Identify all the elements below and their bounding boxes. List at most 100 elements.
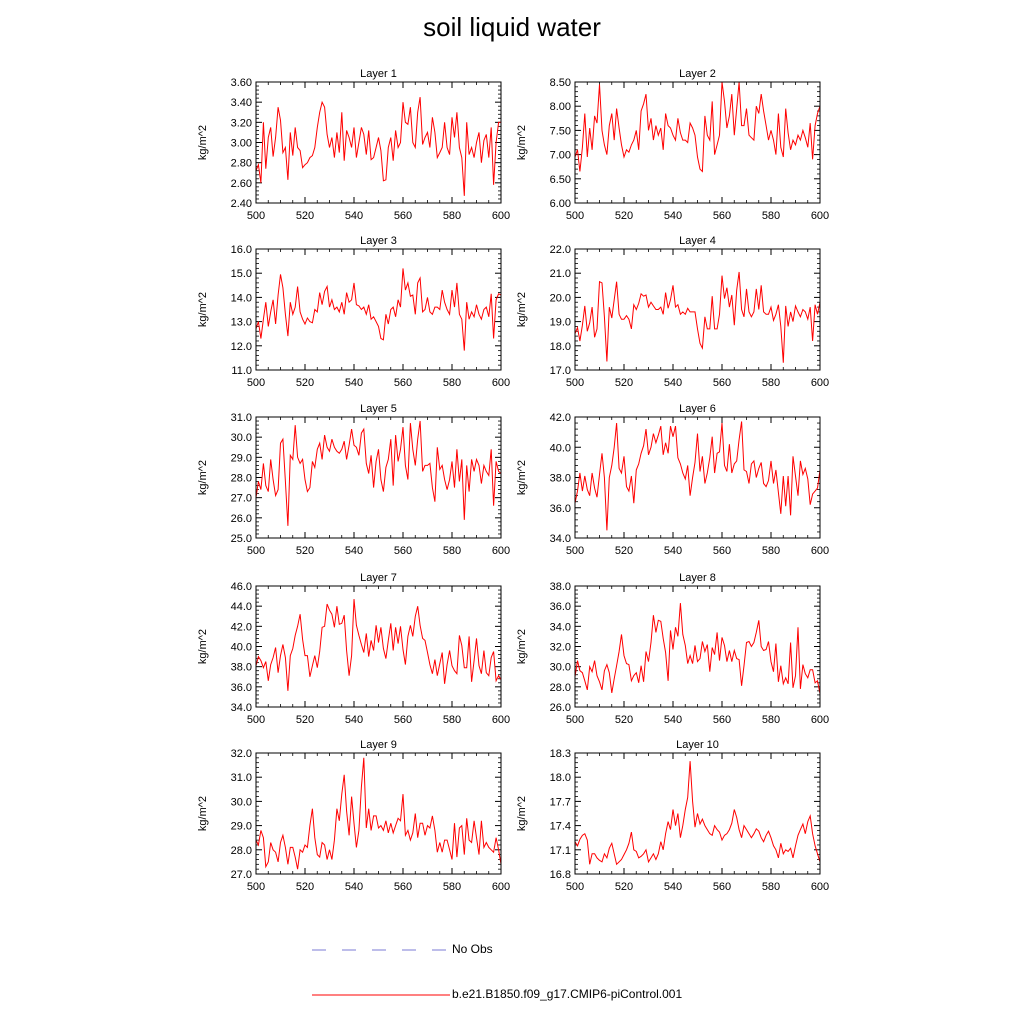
y-tick-label: 6.50 bbox=[550, 174, 571, 186]
x-tick-label: 500 bbox=[566, 881, 584, 893]
x-tick-label: 580 bbox=[762, 545, 780, 557]
panel-title: Layer 9 bbox=[360, 739, 397, 751]
panel-layer-5: Layer 5 kg/m^2 25.0 26.0 27.0 28.0 29.0 30.0 31.… bbox=[197, 403, 510, 557]
y-tick-label: 29.0 bbox=[231, 821, 252, 833]
x-tick-label: 560 bbox=[394, 545, 412, 557]
x-tick-label: 500 bbox=[566, 210, 584, 222]
plot-frame bbox=[255, 416, 502, 539]
x-tick-label: 500 bbox=[566, 377, 584, 389]
x-tick-label: 580 bbox=[443, 881, 461, 893]
x-tick-label: 580 bbox=[443, 545, 461, 557]
y-tick-label: 13.0 bbox=[231, 317, 252, 329]
y-tick-label: 20.0 bbox=[550, 292, 571, 304]
series-line bbox=[255, 268, 502, 351]
series-line bbox=[255, 420, 502, 526]
y-tick-label: 38.0 bbox=[231, 662, 252, 674]
series-line bbox=[255, 757, 502, 870]
x-tick-label: 600 bbox=[492, 714, 510, 726]
panel-layer-7: Layer 7 kg/m^2 34.0 36.0 38.0 40.0 42.0 44.0 46.… bbox=[197, 572, 510, 726]
x-tick-label: 520 bbox=[615, 714, 633, 726]
y-tick-label: 2.80 bbox=[231, 158, 252, 170]
panel-layer-2: Layer 2 kg/m^2 6.00 6.50 7.00 7.50 8.00 8.50 500… bbox=[516, 68, 829, 222]
y-axis-label: kg/m^2 bbox=[197, 460, 209, 495]
y-axis-label: kg/m^2 bbox=[197, 629, 209, 664]
y-tick-label: 26.0 bbox=[550, 702, 571, 714]
x-tick-label: 560 bbox=[713, 545, 731, 557]
y-tick-label: 3.00 bbox=[231, 138, 252, 150]
x-tick-label: 580 bbox=[443, 210, 461, 222]
y-tick-label: 17.0 bbox=[550, 365, 571, 377]
y-tick-label: 25.0 bbox=[231, 533, 252, 545]
figure-title: soil liquid water bbox=[423, 12, 601, 42]
x-tick-label: 540 bbox=[345, 714, 363, 726]
y-axis-label: kg/m^2 bbox=[197, 292, 209, 327]
x-tick-label: 540 bbox=[345, 881, 363, 893]
plot-frame bbox=[574, 416, 821, 539]
plot-frame bbox=[255, 752, 502, 875]
panel-title: Layer 3 bbox=[360, 235, 397, 247]
y-tick-label: 42.0 bbox=[231, 621, 252, 633]
x-tick-label: 600 bbox=[811, 545, 829, 557]
x-tick-label: 540 bbox=[664, 545, 682, 557]
y-axis-label: kg/m^2 bbox=[516, 292, 528, 327]
y-axis-label: kg/m^2 bbox=[516, 125, 528, 160]
x-tick-label: 520 bbox=[296, 714, 314, 726]
panel-title: Layer 5 bbox=[360, 403, 397, 415]
plot-frame bbox=[255, 81, 502, 204]
x-tick-label: 560 bbox=[394, 210, 412, 222]
y-tick-label: 2.60 bbox=[231, 178, 252, 190]
plot-frame bbox=[574, 752, 821, 875]
x-tick-label: 560 bbox=[394, 881, 412, 893]
y-tick-label: 2.40 bbox=[231, 198, 252, 210]
x-tick-label: 580 bbox=[443, 714, 461, 726]
y-tick-label: 46.0 bbox=[231, 581, 252, 593]
x-tick-label: 520 bbox=[296, 881, 314, 893]
y-tick-label: 11.0 bbox=[231, 365, 252, 377]
y-tick-label: 15.0 bbox=[231, 268, 252, 280]
x-tick-label: 500 bbox=[247, 714, 265, 726]
panel-layer-9: Layer 9 kg/m^2 27.0 28.0 29.0 30.0 31.0 32.0 500… bbox=[197, 739, 510, 893]
y-tick-label: 36.0 bbox=[550, 503, 571, 515]
y-tick-label: 16.8 bbox=[550, 869, 571, 881]
y-tick-label: 28.0 bbox=[550, 682, 571, 694]
y-tick-label: 30.0 bbox=[231, 796, 252, 808]
panel-layer-8: Layer 8 kg/m^2 26.0 28.0 30.0 32.0 34.0 36.0 38.… bbox=[516, 572, 829, 726]
y-tick-label: 34.0 bbox=[550, 533, 571, 545]
series-line bbox=[574, 81, 821, 173]
series-line bbox=[255, 599, 502, 691]
series-line bbox=[255, 97, 501, 196]
x-tick-label: 540 bbox=[664, 210, 682, 222]
x-tick-label: 560 bbox=[713, 714, 731, 726]
x-tick-label: 520 bbox=[615, 881, 633, 893]
plot-frame bbox=[255, 585, 502, 708]
y-tick-label: 3.40 bbox=[231, 97, 252, 109]
y-tick-label: 28.0 bbox=[231, 845, 252, 857]
y-tick-label: 18.0 bbox=[550, 772, 571, 784]
y-tick-label: 34.0 bbox=[231, 702, 252, 714]
y-tick-label: 38.0 bbox=[550, 473, 571, 485]
panel-title: Layer 1 bbox=[360, 68, 397, 80]
x-tick-label: 580 bbox=[443, 377, 461, 389]
y-tick-label: 27.0 bbox=[231, 493, 252, 505]
y-tick-label: 14.0 bbox=[231, 292, 252, 304]
y-tick-label: 36.0 bbox=[550, 601, 571, 613]
y-tick-label: 31.0 bbox=[231, 772, 252, 784]
series-line bbox=[574, 761, 821, 866]
x-tick-label: 560 bbox=[394, 714, 412, 726]
y-axis-label: kg/m^2 bbox=[516, 796, 528, 831]
x-tick-label: 520 bbox=[615, 377, 633, 389]
x-tick-label: 540 bbox=[345, 377, 363, 389]
y-tick-label: 6.00 bbox=[550, 198, 571, 210]
y-tick-label: 34.0 bbox=[550, 621, 571, 633]
series-line bbox=[574, 271, 821, 363]
y-tick-label: 17.4 bbox=[550, 821, 571, 833]
y-tick-label: 27.0 bbox=[231, 869, 252, 881]
x-tick-label: 580 bbox=[762, 881, 780, 893]
series-line bbox=[574, 603, 821, 694]
y-tick-label: 7.00 bbox=[550, 150, 571, 162]
x-tick-label: 560 bbox=[713, 377, 731, 389]
legend-label-model: b.e21.B1850.f09_g17.CMIP6-piControl.001 bbox=[452, 987, 683, 1001]
x-tick-label: 500 bbox=[247, 881, 265, 893]
y-tick-label: 40.0 bbox=[550, 442, 571, 454]
